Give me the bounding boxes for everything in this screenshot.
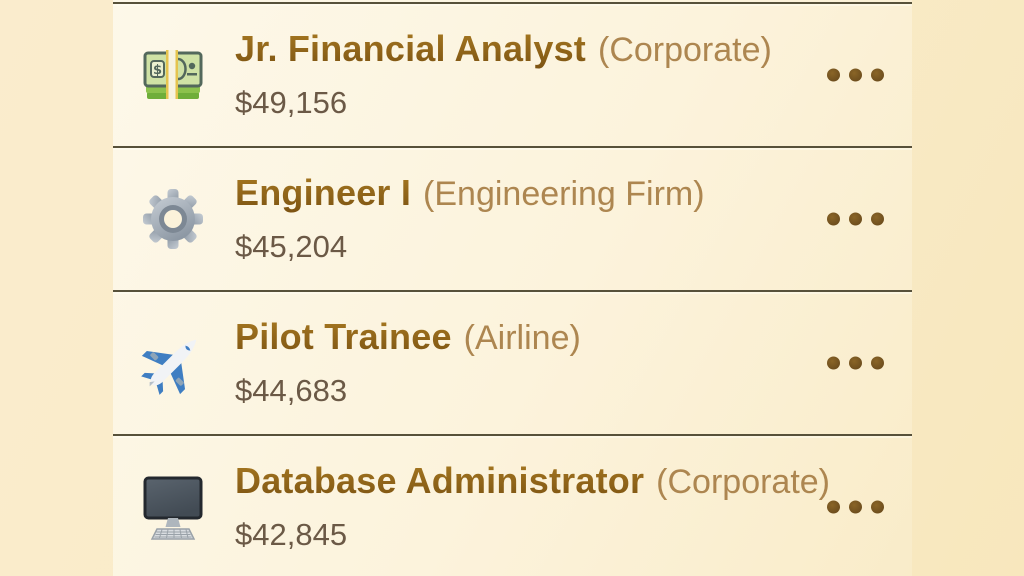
job-title: Engineer I (235, 172, 412, 213)
job-title-line: Jr. Financial Analyst (Corporate) (235, 27, 772, 79)
row-menu-button[interactable] (825, 63, 886, 88)
ellipsis-icon (827, 500, 884, 514)
job-salary: $45,204 (235, 229, 348, 264)
job-salary: $49,156 (235, 85, 348, 120)
job-text: Engineer I (Engineering Firm) $45,204 (235, 171, 705, 267)
job-title: Jr. Financial Analyst (235, 28, 586, 69)
job-company: (Corporate) (656, 463, 831, 501)
job-salary: $42,845 (235, 517, 348, 552)
row-menu-button[interactable] (825, 207, 886, 232)
job-listing-row[interactable]: Database Administrator (Corporate) $42,84… (113, 434, 912, 576)
job-title-line: Engineer I (Engineering Firm) (235, 171, 705, 223)
job-text: Jr. Financial Analyst (Corporate) $49,156 (235, 27, 772, 123)
job-company: (Engineering Firm) (423, 175, 705, 213)
row-menu-button[interactable] (825, 495, 886, 520)
job-listing-row[interactable]: Jr. Financial Analyst (Corporate) $49,156 (113, 2, 912, 146)
ellipsis-icon (827, 212, 884, 226)
job-title: Pilot Trainee (235, 316, 452, 357)
airplane-icon (137, 327, 209, 399)
ellipsis-icon (827, 68, 884, 82)
row-menu-button[interactable] (825, 351, 886, 376)
job-text: Database Administrator (Corporate) $42,84… (235, 459, 830, 555)
job-title-line: Database Administrator (Corporate) (235, 459, 830, 511)
job-title-line: Pilot Trainee (Airline) (235, 315, 581, 367)
computer-icon (137, 471, 209, 543)
job-company: (Airline) (463, 319, 581, 357)
job-listing-row[interactable]: Engineer I (Engineering Firm) $45,204 (113, 146, 912, 290)
job-list: Jr. Financial Analyst (Corporate) $49,156… (113, 0, 912, 576)
job-company: (Corporate) (598, 31, 772, 69)
ellipsis-icon (827, 356, 884, 370)
gear-icon (137, 183, 209, 255)
job-title: Database Administrator (235, 460, 645, 501)
job-text: Pilot Trainee (Airline) $44,683 (235, 315, 581, 411)
job-salary: $44,683 (235, 373, 348, 408)
money-icon (137, 39, 209, 111)
job-listing-row[interactable]: Pilot Trainee (Airline) $44,683 (113, 290, 912, 434)
